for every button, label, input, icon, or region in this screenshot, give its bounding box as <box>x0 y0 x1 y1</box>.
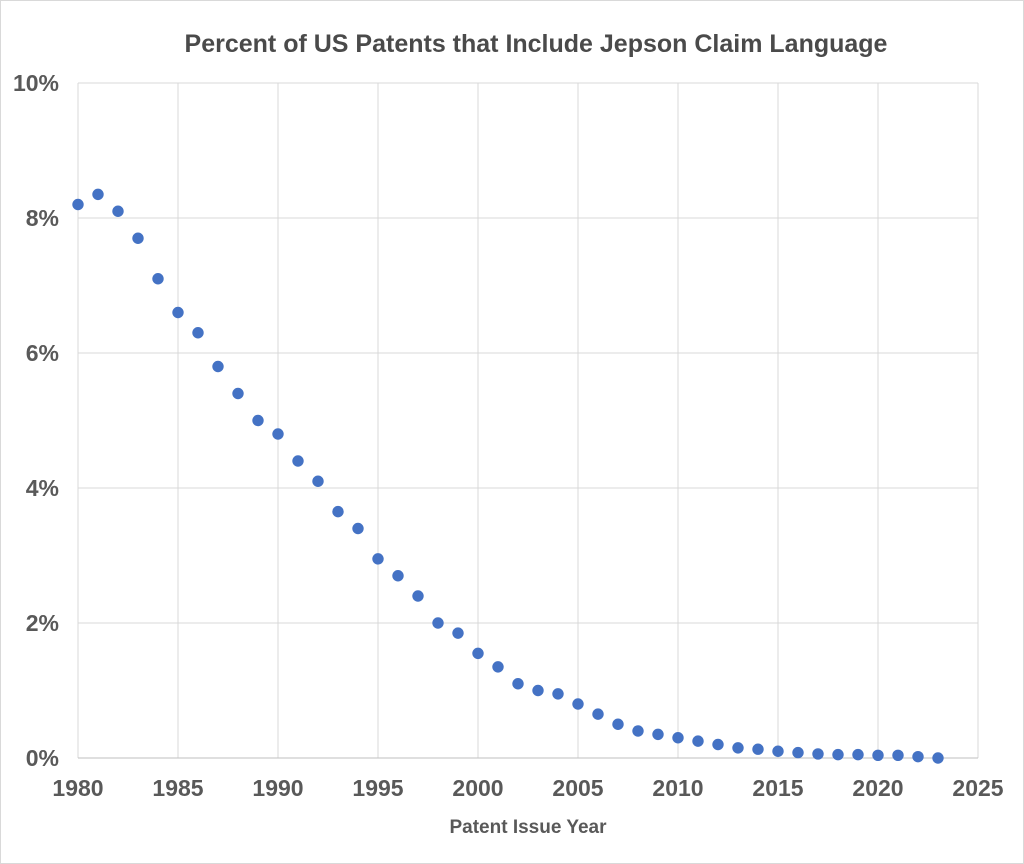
data-point-2008 <box>632 725 644 737</box>
data-point-1994 <box>352 522 364 535</box>
data-point-2005 <box>572 698 584 710</box>
x-tick-label-1990: 1990 <box>252 775 303 801</box>
data-point-1985 <box>172 306 184 319</box>
data-point-2007 <box>612 718 624 730</box>
data-point-2021 <box>892 749 904 761</box>
data-point-2003 <box>532 684 544 697</box>
x-tick-label-2020: 2020 <box>852 775 903 801</box>
data-point-1981 <box>92 188 104 201</box>
data-point-1983 <box>132 232 144 244</box>
data-point-1998 <box>432 617 444 629</box>
x-tick-label-1995: 1995 <box>352 775 403 801</box>
data-point-1996 <box>392 570 404 582</box>
data-point-2023 <box>932 752 944 764</box>
data-point-2004 <box>552 688 564 700</box>
y-tick-label-2%: 2% <box>26 610 59 636</box>
y-tick-label-0%: 0% <box>26 745 59 771</box>
data-point-2014 <box>752 743 764 755</box>
x-tick-label-2010: 2010 <box>652 775 703 801</box>
data-point-2017 <box>812 748 824 760</box>
data-point-2019 <box>852 748 864 761</box>
data-point-1993 <box>332 505 344 518</box>
data-point-2011 <box>692 735 704 747</box>
data-point-2020 <box>872 749 884 761</box>
x-tick-label-2025: 2025 <box>952 775 1003 801</box>
data-point-2002 <box>512 678 524 690</box>
y-tick-label-10%: 10% <box>13 70 59 96</box>
data-point-1984 <box>152 273 164 285</box>
data-point-1986 <box>192 327 204 339</box>
x-tick-label-2000: 2000 <box>452 775 503 801</box>
data-point-2022 <box>912 750 924 763</box>
data-point-1989 <box>252 414 264 427</box>
y-tick-label-8%: 8% <box>26 205 59 231</box>
data-point-2016 <box>792 746 804 759</box>
x-tick-label-1980: 1980 <box>52 775 103 801</box>
y-tick-label-4%: 4% <box>26 475 59 501</box>
data-point-1995 <box>372 553 384 565</box>
data-point-1988 <box>232 387 244 400</box>
data-point-1992 <box>312 475 324 487</box>
y-tick-label-6%: 6% <box>26 340 59 366</box>
x-axis-title: Patent Issue Year <box>449 817 607 838</box>
data-point-1987 <box>212 360 224 373</box>
data-point-1982 <box>112 205 124 217</box>
data-point-1997 <box>412 590 424 602</box>
data-point-2012 <box>712 738 724 751</box>
data-point-2010 <box>672 732 684 744</box>
x-tick-label-1985: 1985 <box>152 775 203 801</box>
data-point-2000 <box>472 647 484 660</box>
data-point-1999 <box>452 627 464 639</box>
data-point-2001 <box>492 661 504 673</box>
x-tick-label-2015: 2015 <box>752 775 803 801</box>
x-tick-label-2005: 2005 <box>552 775 603 801</box>
data-point-1990 <box>272 428 284 440</box>
data-point-1980 <box>72 198 84 211</box>
data-point-1991 <box>292 455 304 467</box>
data-point-2018 <box>832 748 844 761</box>
data-point-2015 <box>772 745 784 757</box>
chart-title: Percent of US Patents that Include Jepso… <box>184 30 888 58</box>
data-point-2013 <box>732 742 744 754</box>
data-point-2006 <box>592 708 604 720</box>
data-point-2009 <box>652 728 664 741</box>
